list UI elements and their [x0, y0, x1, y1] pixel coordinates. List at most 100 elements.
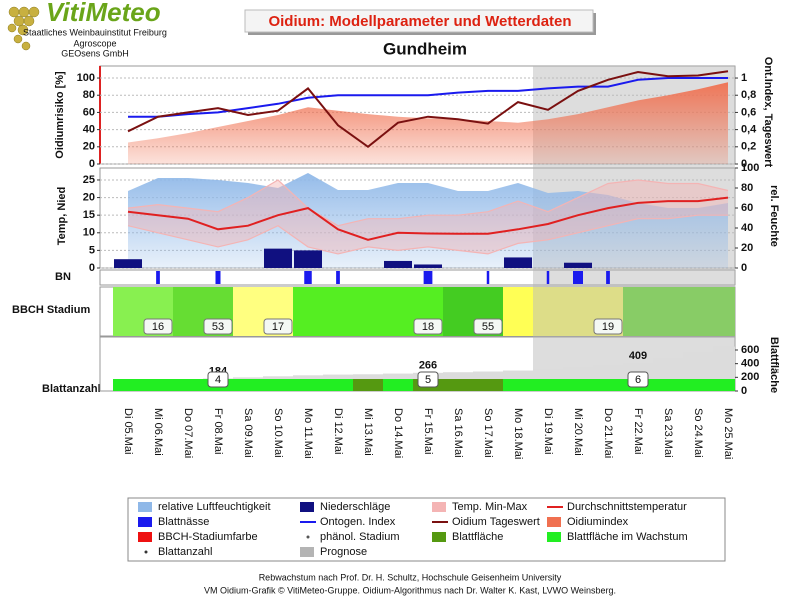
x-tick-label: Fr 15.Mai — [422, 408, 434, 454]
legend-swatch — [300, 502, 314, 512]
growth-strip — [113, 379, 143, 391]
legend-label: Temp. Min-Max — [452, 501, 528, 513]
area-series — [128, 173, 728, 268]
legend-swatch — [138, 502, 152, 512]
value-label: 409 — [629, 350, 647, 362]
logo-title: VitiMeteo — [46, 0, 161, 27]
growth-strip — [383, 379, 413, 391]
y2-tick-label: 100 — [741, 162, 759, 174]
y2-tick-label: 40 — [741, 222, 753, 234]
y-tick-label: 0 — [89, 158, 95, 170]
stage-label-box — [593, 318, 623, 335]
bar — [564, 262, 592, 268]
legend-label: phänol. Stadium — [320, 531, 400, 543]
wetness-bar — [423, 271, 433, 284]
y-tick-label: 15 — [83, 209, 95, 221]
legend-label: Ontogen. Index — [320, 516, 396, 528]
wetness-bar — [573, 271, 583, 284]
stage-cell — [323, 287, 353, 336]
stage-label-box — [203, 318, 233, 335]
wetness-bar — [546, 271, 550, 284]
y-tick-label: 100 — [77, 72, 95, 84]
legend-swatch — [306, 535, 310, 539]
growth-strip — [173, 379, 203, 391]
y2-tick-label: 0,2 — [741, 141, 756, 153]
stage-cell — [293, 287, 323, 336]
row-label: BN — [55, 271, 71, 283]
y2-axis-label: Ont.Index, Tageswert — [762, 57, 774, 168]
stage-cell — [113, 287, 143, 336]
y-tick-label: 5 — [89, 244, 95, 256]
bar — [384, 260, 412, 268]
x-tick-label: Di 12.Mai — [332, 408, 344, 454]
legend-swatch — [138, 532, 152, 542]
y-tick-label: 10 — [83, 227, 95, 239]
x-tick-label: Mi 13.Mai — [362, 408, 374, 456]
x-tick-label: Sa 23.Mai — [662, 408, 674, 458]
legend-label: Durchschnittstemperatur — [567, 501, 687, 513]
stage-cell — [653, 287, 683, 336]
x-tick-label: Fr 08.Mai — [212, 408, 224, 454]
y2-tick-label: 200 — [741, 371, 759, 383]
x-tick-label: So 24.Mai — [692, 408, 704, 458]
stage-cell — [623, 287, 653, 336]
stage-label: 17 — [272, 321, 284, 333]
x-tick-label: Mo 25.Mai — [722, 408, 734, 459]
y-axis-label: Oidiumrisiko [%] — [54, 71, 66, 159]
legend-label: Niederschläge — [320, 501, 390, 513]
logo-line: Staatliches Weinbauinstitut Freiburg — [23, 27, 167, 37]
range-band — [128, 180, 728, 254]
stage-label-box — [473, 318, 503, 335]
stage-label: 55 — [482, 321, 494, 333]
y-tick-label: 0 — [89, 262, 95, 274]
x-tick-label: Sa 09.Mai — [242, 408, 254, 458]
x-tick-label: Di 05.Mai — [122, 408, 134, 454]
legend-label: Blattfläche — [452, 531, 503, 543]
y2-tick-label: 0 — [741, 158, 747, 170]
growth-strip — [323, 379, 353, 391]
stage-cell — [383, 287, 413, 336]
growth-strip — [263, 379, 293, 391]
x-tick-label: Mo 18.Mai — [512, 408, 524, 459]
legend-label: Oidium Tageswert — [452, 516, 540, 528]
stage-cell — [503, 287, 533, 336]
y-tick-label: 60 — [83, 106, 95, 118]
wetness-bar — [304, 271, 312, 284]
stage-label: 19 — [602, 321, 614, 333]
stage-label-box — [263, 318, 293, 335]
footer-line: VM Oidium-Grafik © VitiMeteo-Gruppe. Oid… — [204, 585, 616, 595]
x-tick-label: Mo 11.Mai — [302, 408, 314, 459]
bar — [414, 264, 442, 268]
y2-tick-label: 0,8 — [741, 89, 756, 101]
range-max-line — [127, 179, 729, 227]
x-tick-label: Do 21.Mai — [602, 408, 614, 458]
range-min-line — [127, 214, 728, 255]
legend-swatch — [432, 502, 446, 512]
leaf-count-label: 5 — [425, 374, 431, 386]
stage-cell — [233, 287, 263, 336]
x-tick-label: Fr 22.Mai — [632, 408, 644, 454]
y2-tick-label: 0 — [741, 262, 747, 274]
y2-tick-label: 1 — [741, 72, 747, 84]
y-tick-label: 40 — [83, 124, 95, 136]
y-tick-label: 80 — [83, 89, 95, 101]
legend-label: Blattnässe — [158, 516, 209, 528]
legend-label: BBCH-Stadiumfarbe — [158, 531, 258, 543]
bar — [504, 257, 532, 268]
leaf-count-label: 6 — [635, 374, 641, 386]
growth-strip — [653, 379, 683, 391]
y-tick-label: 20 — [83, 141, 95, 153]
stage-label: 18 — [422, 321, 434, 333]
stage-cell — [563, 287, 593, 336]
x-tick-label: Mi 20.Mai — [572, 408, 584, 456]
y-tick-label: 25 — [83, 174, 95, 186]
value-label: 266 — [419, 360, 437, 372]
wetness-bar — [486, 271, 490, 284]
chart-title: Oidium: Modellparameter und Wetterdaten — [268, 13, 571, 30]
logo-line: Agroscope — [73, 38, 116, 48]
growth-strip — [353, 379, 383, 391]
x-tick-label: Mi 06.Mai — [152, 408, 164, 456]
growth-strip — [143, 379, 173, 391]
stage-cell — [443, 287, 473, 336]
